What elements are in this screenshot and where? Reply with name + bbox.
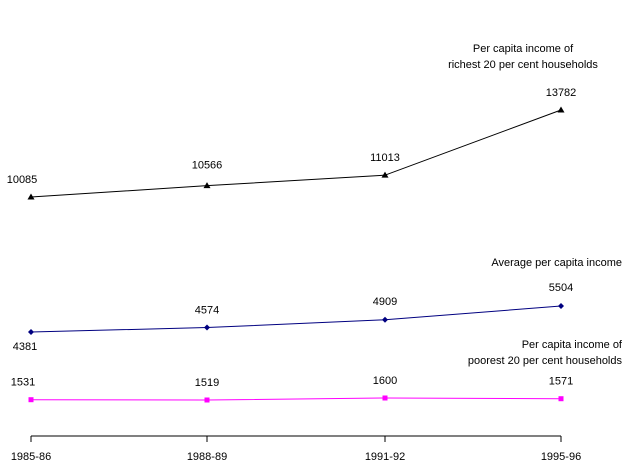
- series-name-label: Per capita income of richest 20 per cent …: [448, 43, 598, 71]
- x-tick-label: 1991-92: [365, 451, 405, 463]
- data-point-marker: [28, 397, 34, 403]
- data-label: 1531: [11, 377, 35, 389]
- series-line: [30, 397, 562, 401]
- series-line: [30, 109, 562, 198]
- data-point-marker: [204, 324, 210, 331]
- series-name-line: poorest 20 per cent households: [468, 355, 623, 367]
- x-tick-label: 1985-86: [11, 451, 51, 463]
- data-label: 10085: [7, 174, 38, 186]
- series-name-line: Per capita income of: [473, 43, 574, 55]
- x-tick-label: 1988-89: [187, 451, 227, 463]
- data-point-marker: [204, 397, 210, 403]
- x-tick-label: 1995-96: [541, 451, 581, 463]
- series-layer: [27, 106, 565, 403]
- data-point-marker: [558, 303, 564, 309]
- series-name-label: Average per capita income: [491, 257, 622, 269]
- data-point-marker: [203, 182, 211, 189]
- data-point-marker: [558, 396, 564, 402]
- data-label: 4381: [13, 341, 37, 353]
- label-layer: 1985-86 1988-89 1991-92 1995-96 10085 10566 11…: [7, 43, 623, 463]
- data-label: 4909: [373, 296, 397, 308]
- data-label: 5504: [549, 282, 573, 294]
- data-label: 11013: [370, 152, 400, 164]
- data-point-marker: [382, 316, 388, 323]
- series-line: [30, 305, 562, 333]
- data-point-marker: [27, 193, 35, 200]
- data-point-marker: [28, 329, 34, 335]
- data-label: 10566: [192, 160, 223, 172]
- data-point-marker: [381, 171, 389, 178]
- data-label: 4574: [195, 305, 219, 317]
- series-name-line: richest 20 per cent households: [448, 59, 598, 71]
- data-point-marker: [382, 395, 388, 401]
- data-label: 1600: [373, 375, 397, 387]
- series-name-label: Per capita income of poorest 20 per cent …: [468, 339, 623, 367]
- series-name-line: Average per capita income: [491, 257, 622, 269]
- data-label: 1571: [549, 376, 573, 388]
- series-name-line: Per capita income of: [522, 339, 623, 351]
- data-label: 1519: [195, 377, 219, 389]
- data-point-marker: [557, 106, 565, 113]
- x-axis: [30, 435, 562, 442]
- data-label: 13782: [546, 87, 577, 99]
